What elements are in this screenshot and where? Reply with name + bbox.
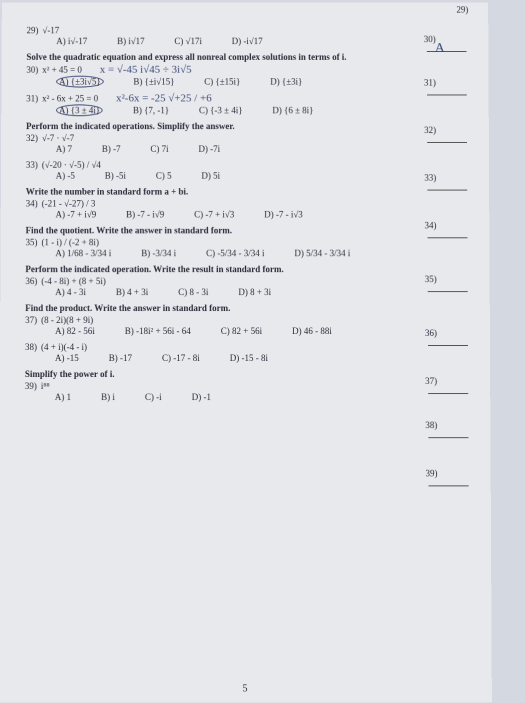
question-expression: (4 + i)(-4 - i) (41, 342, 87, 352)
question-number: 29) (27, 25, 39, 35)
question-32: 32) √-7 · √-7 A) 7 B) -7 C) 7i D) -7i (26, 133, 474, 154)
answer-slot: 32) (424, 125, 436, 135)
choice-d: D) -1 (192, 392, 211, 402)
choice-d: D) -7i (198, 144, 220, 154)
question-36: 36) (-4 - 8i) + (8 + 5i) A) 4 - 3i B) 4 … (25, 276, 474, 297)
answer-slot: 38) (425, 420, 437, 430)
question-number: 38) (25, 342, 37, 352)
handwritten-work: x = √-45 i√45 ÷ 3i√5 (100, 64, 192, 76)
question-39: 39) i⁸⁸ A) 1 B) i C) -i D) -1 (25, 381, 476, 402)
answer-slot: 39) (425, 468, 437, 478)
choice-c: C) 82 + 56i (221, 326, 262, 336)
choice-b: B) -18i² + 56i - 64 (125, 326, 191, 336)
answer-slot: 34) (424, 220, 436, 230)
section-header: Write the number in standard form a + bi… (26, 187, 474, 197)
question-number: 30) (26, 65, 38, 75)
choice-a: A) i√-17 (56, 36, 87, 46)
choice-b: B) i (101, 392, 115, 402)
question-number: 39) (25, 381, 37, 391)
section-header: Find the quotient. Write the answer in s… (26, 225, 475, 235)
page-number: 5 (242, 683, 247, 694)
answer-slot: 33) (424, 173, 436, 183)
question-expression: √-7 · √-7 (42, 133, 74, 143)
choice-d: D) {6 ± 8i} (272, 105, 313, 115)
question-expression: (√-20 · √-5) / √4 (42, 160, 101, 170)
choice-c: C) 8 - 3i (178, 287, 208, 297)
answer-slot: 36) (425, 328, 437, 338)
choice-b: B) -17 (109, 353, 132, 363)
choice-b: B) -3/34 i (141, 248, 176, 258)
question-37: 37) (8 - 2i)(8 + 9i) A) 82 - 56i B) -18i… (25, 315, 475, 336)
choice-c: C) -7 + i√3 (194, 209, 234, 219)
question-number: 33) (26, 160, 38, 170)
choice-c: C) -i (145, 392, 162, 402)
question-30: 30) x² + 45 = 0 x = √-45 i√45 ÷ 3i√5 A) … (26, 64, 473, 87)
answer-slot: 31) (424, 78, 436, 88)
section-header: Simplify the power of i. (25, 369, 475, 379)
question-expression: (-4 - 8i) + (8 + 5i) (41, 276, 106, 286)
question-number: 32) (26, 133, 38, 143)
choice-d: D) 46 - 88i (292, 326, 332, 336)
choice-a: A) -15 (55, 353, 79, 363)
handwritten-work: x²-6x = -25 √+25 / +6 (116, 92, 212, 104)
question-number: 31) (26, 93, 38, 103)
choice-b: B) -7 - i√9 (126, 209, 164, 219)
choice-c: C) √17i (174, 36, 202, 46)
choice-d: D) 5i (201, 171, 220, 181)
choice-b: B) {7, -1} (133, 105, 169, 115)
section-header: Perform the indicated operations. Simpli… (26, 121, 474, 131)
choice-d: D) -7 - i√3 (264, 209, 303, 219)
question-33: 33) (√-20 · √-5) / √4 A) -5 B) -5i C) 5 … (26, 160, 474, 181)
question-expression: i⁸⁸ (41, 381, 50, 391)
choice-a: A) 7 (56, 144, 72, 154)
choice-a: A) 4 - 3i (55, 287, 86, 297)
question-number: 37) (25, 315, 37, 325)
question-31: 31) x² - 6x + 25 = 0 x²-6x = -25 √+25 / … (26, 92, 474, 115)
question-number: 34) (26, 199, 38, 209)
question-29: 29) √-17 A) i√-17 B) i√17 C) √17i D) -i√… (26, 25, 473, 46)
choice-c: C) {-3 ± 4i} (199, 105, 243, 115)
choice-c: C) {±15i} (204, 77, 240, 87)
section-header: Find the product. Write the answer in st… (25, 303, 475, 313)
question-expression: (-21 - √-27) / 3 (42, 199, 96, 209)
answer-column: 30)A 31) 32) 33) 34) 35) 36) 37) 38) 39) (424, 3, 476, 489)
question-34: 34) (-21 - √-27) / 3 A) -7 + i√9 B) -7 -… (26, 199, 475, 220)
choice-a: A) -5 (56, 171, 75, 181)
choice-a: A) 1 (55, 392, 71, 402)
question-expression: (1 - i) / (-2 + 8i) (41, 237, 98, 247)
question-38: 38) (4 + i)(-4 - i) A) -15 B) -17 C) -17… (25, 342, 475, 363)
choice-a: A) 82 - 56i (55, 326, 95, 336)
handwritten-answer: A (435, 41, 445, 57)
choice-d: D) {±3i} (270, 77, 302, 87)
choice-b: B) i√17 (117, 36, 145, 46)
question-expression: x² - 6x + 25 = 0 (42, 93, 98, 103)
choice-d: D) 8 + 3i (238, 287, 271, 297)
choice-a: A) {3 ± 4i} (56, 105, 103, 115)
choice-c: C) -5/34 - 3/34 i (206, 248, 264, 258)
question-number: 36) (25, 276, 37, 286)
choice-a: A) {±3i√5} (56, 77, 104, 87)
choice-b: B) -5i (105, 171, 126, 181)
section-header: Perform the indicated operation. Write t… (25, 264, 474, 274)
choice-b: B) {±i√15} (133, 77, 174, 87)
section-header: Solve the quadratic equation and express… (26, 52, 473, 62)
choice-d: D) 5/34 - 3/34 i (294, 248, 350, 258)
choice-a: A) -7 + i√9 (56, 209, 97, 219)
choice-b: B) 4 + 3i (116, 287, 148, 297)
choice-d: D) -i√17 (232, 36, 263, 46)
choice-a: A) 1/68 - 3/34 i (55, 248, 111, 258)
worksheet-page: 29) 29) √-17 A) i√-17 B) i√17 C) √17i D)… (0, 3, 492, 703)
choice-c: C) 7i (150, 144, 168, 154)
choice-c: C) 5 (156, 171, 172, 181)
choice-c: C) -17 - 8i (162, 353, 200, 363)
question-number: 35) (25, 237, 37, 247)
question-expression: √-17 (42, 25, 59, 35)
answer-slot: 37) (425, 376, 437, 386)
question-expression: x² + 45 = 0 (42, 65, 82, 75)
choice-b: B) -7 (102, 144, 121, 154)
answer-slot: 35) (425, 274, 437, 284)
question-35: 35) (1 - i) / (-2 + 8i) A) 1/68 - 3/34 i… (25, 237, 474, 258)
choice-d: D) -15 - 8i (230, 353, 268, 363)
question-expression: (8 - 2i)(8 + 9i) (41, 315, 93, 325)
